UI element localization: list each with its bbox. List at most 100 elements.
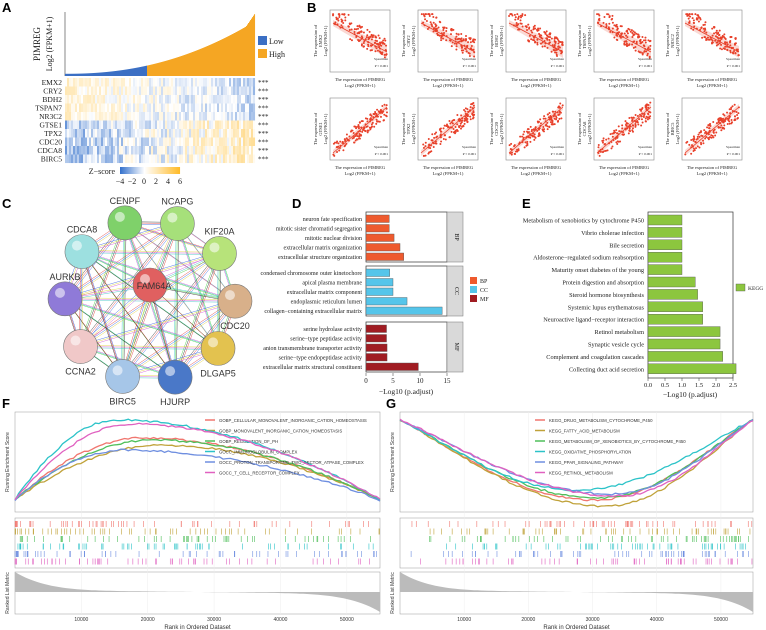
colorbar-segment xyxy=(131,167,133,174)
heatmap-cell xyxy=(69,120,72,130)
kegg-term-label: Metabolism of xenobiotics by cytochrome … xyxy=(523,218,644,225)
data-point xyxy=(526,28,529,31)
expression-bar xyxy=(150,64,152,76)
expression-bar xyxy=(201,48,203,76)
data-point xyxy=(705,38,708,41)
colorbar-tick: 6 xyxy=(178,177,182,186)
panel-label-b: B xyxy=(307,0,316,15)
significance-label: *** xyxy=(258,130,269,138)
heatmap-cell xyxy=(95,95,98,104)
data-point xyxy=(366,34,369,37)
data-point xyxy=(560,52,563,55)
heatmap-cell xyxy=(133,120,136,130)
heatmap-cell xyxy=(65,86,68,96)
heatmap-cell xyxy=(243,86,246,96)
data-point xyxy=(690,144,693,147)
heatmap-cell xyxy=(67,129,70,138)
data-point xyxy=(697,14,700,17)
heatmap-cell xyxy=(151,154,154,164)
heatmap-cell xyxy=(143,86,146,96)
heatmap-cell xyxy=(227,95,230,104)
data-point xyxy=(549,121,552,124)
network-node xyxy=(157,359,193,395)
colorbar-segment xyxy=(160,167,162,174)
data-point xyxy=(443,32,446,35)
data-point xyxy=(720,38,723,41)
data-point xyxy=(523,130,526,133)
data-point xyxy=(533,39,536,42)
regression-line xyxy=(508,22,564,53)
heatmap-cell xyxy=(211,120,214,130)
heatmap-cell xyxy=(245,86,248,96)
data-point xyxy=(374,42,377,45)
heatmap-cell xyxy=(211,137,214,147)
heatmap-cell xyxy=(159,103,162,113)
heatmap-cell xyxy=(97,95,100,104)
heatmap-cell xyxy=(239,137,242,147)
plot-frame xyxy=(681,97,743,161)
confidence-band xyxy=(333,20,387,58)
data-point xyxy=(363,129,366,132)
heatmap-cell xyxy=(145,120,148,130)
node-label: CCNA2 xyxy=(65,367,96,377)
expression-bar xyxy=(87,73,89,76)
heatmap-cell xyxy=(159,146,162,155)
data-point xyxy=(471,112,474,115)
scatter-gene: CRY2 xyxy=(406,35,411,46)
heatmap-cell xyxy=(235,112,238,121)
data-point xyxy=(442,37,445,40)
data-point xyxy=(701,36,704,39)
data-point xyxy=(420,13,423,16)
heatmap-cell xyxy=(183,95,186,104)
significance-label: *** xyxy=(258,122,269,130)
data-point xyxy=(446,123,449,126)
expression-bar xyxy=(198,49,200,76)
data-point xyxy=(694,141,697,144)
heatmap-cell xyxy=(183,78,186,87)
expression-bar xyxy=(234,32,236,76)
data-point xyxy=(729,49,732,52)
scatter-xlabel: The expression of PIMREG xyxy=(599,77,650,82)
heatmap-cell xyxy=(71,137,74,147)
heatmap-cell xyxy=(201,78,204,87)
data-point xyxy=(548,38,551,41)
node-highlight xyxy=(140,274,150,284)
heatmap-cell xyxy=(143,95,146,104)
data-point xyxy=(510,142,513,145)
data-point xyxy=(344,16,347,19)
heatmap-cell xyxy=(91,112,94,121)
data-point xyxy=(335,16,338,19)
data-point xyxy=(613,129,616,132)
heatmap-cell xyxy=(153,129,156,138)
x-tick-label: 0 xyxy=(364,377,368,385)
heatmap-cell xyxy=(171,137,174,147)
p-value-label: P < 0.001 xyxy=(727,64,741,68)
heatmap-cell xyxy=(191,112,194,121)
heatmap-cell xyxy=(231,95,234,104)
confidence-band xyxy=(685,20,739,58)
spearman-label: Spearman xyxy=(374,57,388,61)
data-point xyxy=(424,145,427,148)
heatmap-cell xyxy=(87,146,90,155)
data-point xyxy=(602,139,605,142)
heatmap-cell xyxy=(193,146,196,155)
expression-bar xyxy=(143,66,145,76)
panel-label-c: C xyxy=(2,196,12,211)
heatmap-cell xyxy=(223,154,226,164)
heatmap-cell xyxy=(151,95,154,104)
expression-bar xyxy=(228,36,230,76)
expression-bar xyxy=(75,73,77,76)
data-point xyxy=(722,117,725,120)
heatmap-cell xyxy=(197,95,200,104)
data-point xyxy=(602,137,605,140)
bar-ylabel: PIMREG xyxy=(32,27,42,62)
data-point xyxy=(460,114,463,117)
heatmap-cell xyxy=(165,95,168,104)
heatmap-cell xyxy=(121,146,124,155)
heatmap-cell xyxy=(103,112,106,121)
data-point xyxy=(385,53,388,56)
data-point xyxy=(364,38,367,41)
data-point xyxy=(605,25,608,28)
expression-bar xyxy=(207,45,209,76)
heatmap-cell xyxy=(99,120,102,130)
